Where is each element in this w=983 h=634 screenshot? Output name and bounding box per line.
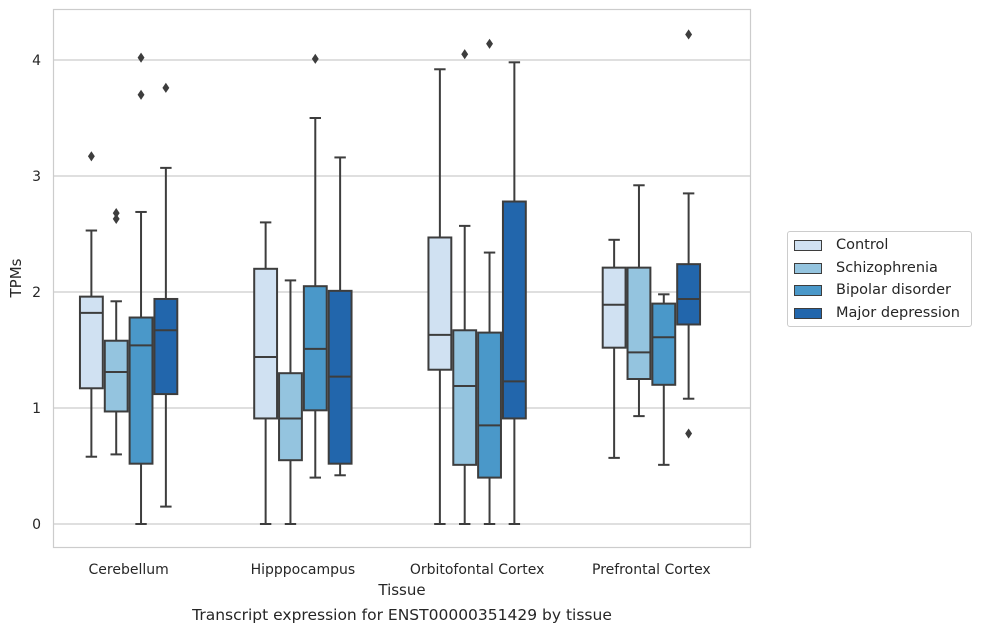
outlier-point	[112, 213, 120, 224]
box-3-3	[676, 29, 702, 439]
box-2-3	[501, 61, 527, 525]
y-tick-label-1: 1	[32, 401, 41, 417]
box-body	[253, 267, 279, 420]
box-3-1	[626, 184, 652, 418]
outlier-point	[137, 52, 145, 63]
legend-item-schizophrenia: Schizophrenia	[794, 258, 938, 278]
y-tick-label-2: 2	[32, 285, 41, 301]
outlier-point	[311, 53, 319, 64]
box-3-2	[651, 293, 677, 466]
box-body	[651, 302, 677, 386]
box-body	[676, 263, 702, 326]
legend-swatch-schizophrenia	[794, 262, 822, 274]
box-body	[477, 331, 502, 479]
outlier-point	[685, 428, 693, 439]
outlier-point	[685, 29, 693, 40]
box-body	[601, 266, 627, 349]
box-body	[278, 372, 303, 462]
x-axis-ticks: Cerebellum Hipppocampus Orbitofontal Corte…	[89, 562, 711, 578]
box-2-1	[452, 49, 478, 525]
outlier-point	[461, 49, 469, 60]
boxes	[78, 29, 702, 525]
box-0-1	[103, 208, 129, 456]
outlier-point	[162, 82, 170, 93]
x-tick-label-3: Prefrontal Cortex	[592, 562, 711, 578]
y-tick-label-0: 0	[32, 517, 41, 533]
box-3-0	[601, 238, 627, 459]
legend-item-major-depression: Major depression	[794, 303, 960, 323]
box-2-2	[477, 38, 502, 525]
box-body	[78, 295, 104, 390]
outlier-point	[87, 151, 95, 162]
outlier-point	[486, 38, 493, 49]
box-0-2	[128, 52, 154, 525]
legend-label-major-depression: Major depression	[836, 305, 960, 321]
gridlines	[53, 59, 751, 525]
box-1-3	[327, 156, 353, 477]
legend-label-bipolar-disorder: Bipolar disorder	[836, 282, 951, 298]
legend-label-control: Control	[836, 237, 889, 253]
legend-item-control: Control	[794, 235, 888, 255]
box-body	[103, 339, 129, 413]
box-body	[427, 236, 453, 371]
legend: Control Schizophrenia Bipolar disorder M…	[787, 231, 972, 327]
box-0-0	[78, 151, 104, 458]
x-tick-label-0: Cerebellum	[89, 562, 169, 578]
x-tick-label-1: Hipppocampus	[251, 562, 356, 578]
outlier-point	[137, 89, 145, 100]
legend-swatch-bipolar-disorder	[794, 284, 822, 296]
y-axis-label: TPMs	[7, 258, 25, 298]
legend-swatch-major-depression	[794, 307, 822, 319]
box-0-3	[153, 82, 179, 508]
box-body	[128, 316, 154, 465]
plot-area-frame	[52, 8, 752, 549]
box-body	[501, 200, 527, 420]
box-2-0	[427, 68, 453, 525]
legend-label-schizophrenia: Schizophrenia	[836, 260, 938, 276]
y-tick-label-4: 4	[32, 53, 41, 69]
outlier-point	[112, 208, 120, 219]
x-tick-label-2: Orbitofontal Cortex	[410, 562, 545, 578]
chart-caption: Transcript expression for ENST0000035142…	[192, 606, 612, 624]
box-body	[153, 297, 179, 396]
y-axis-ticks: 0 1 2 3 4	[32, 53, 41, 533]
y-tick-label-3: 3	[32, 169, 41, 185]
legend-item-bipolar-disorder: Bipolar disorder	[794, 280, 951, 300]
legend-swatch-control	[794, 239, 822, 251]
box-body	[626, 266, 652, 381]
box-1-1	[278, 279, 303, 525]
x-axis-label: Tissue	[377, 581, 425, 599]
box-1-2	[302, 53, 328, 479]
box-body	[452, 329, 478, 466]
box-1-0	[253, 221, 279, 525]
